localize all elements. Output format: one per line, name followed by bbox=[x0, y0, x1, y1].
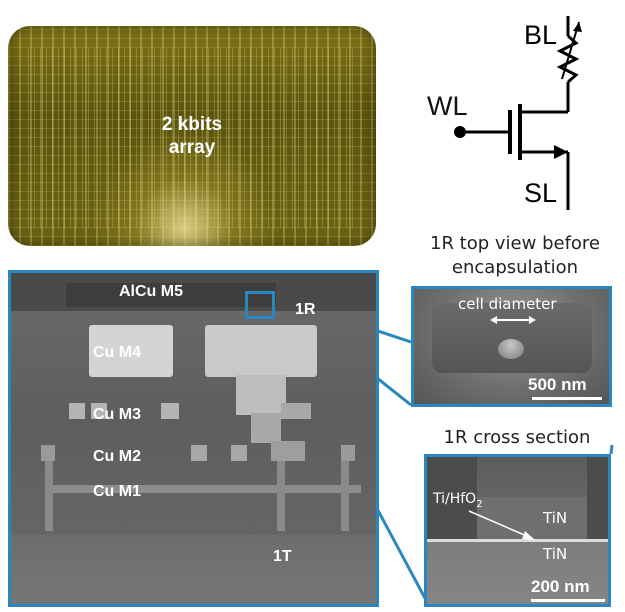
m3-block-4 bbox=[281, 403, 311, 419]
layer-m1-label: Cu M1 bbox=[93, 483, 141, 500]
m5-region bbox=[66, 283, 276, 307]
cross-section-scale-bar bbox=[531, 599, 605, 602]
resistor-pillar bbox=[498, 339, 524, 359]
sourceline-label: SL bbox=[524, 178, 557, 208]
variable-resistor-arrowhead bbox=[573, 22, 582, 32]
array-label: 2 kbits array bbox=[161, 114, 223, 158]
layer-m2-label: Cu M2 bbox=[93, 448, 141, 465]
layer-m4-label: Cu M4 bbox=[93, 344, 141, 361]
substrate bbox=[11, 535, 376, 604]
bottom-electrode-label: TiN bbox=[543, 545, 568, 563]
variable-resistor-arrow bbox=[561, 21, 580, 80]
m2-block-1 bbox=[41, 445, 55, 461]
1t1r-schematic: BL WL SL bbox=[454, 16, 582, 210]
m4-block-left bbox=[89, 325, 173, 377]
via-stack-upper bbox=[236, 375, 286, 415]
resistor-symbol bbox=[556, 34, 580, 84]
source-arrowhead bbox=[554, 145, 568, 159]
sem-cross-section-image: AlCu M5 Cu M4 Cu M3 Cu M2 Cu M1 1R 1T bbox=[8, 270, 379, 607]
top-view-caption: 1R top view before encapsulation bbox=[430, 233, 600, 278]
resistor-highlight-box bbox=[245, 291, 275, 319]
m4-block-right bbox=[205, 325, 317, 377]
top-view-inset: cell diameter 500 nm bbox=[411, 286, 612, 407]
connector-cross-top-right bbox=[609, 444, 614, 455]
m3-block-1 bbox=[69, 403, 85, 419]
top-view-scale-bar bbox=[532, 397, 602, 400]
cross-section-caption: 1R cross section bbox=[443, 427, 591, 448]
resistor-label: 1R bbox=[295, 301, 316, 318]
array-chip-photo: 2 kbits array bbox=[8, 26, 376, 246]
top-electrode-layer bbox=[477, 497, 587, 537]
wordline-terminal bbox=[454, 126, 466, 138]
oxide-pointer-arrow bbox=[468, 510, 535, 540]
transistor-label: 1T bbox=[273, 548, 292, 565]
m2-block-2 bbox=[191, 445, 207, 461]
wordline-label-text: WL bbox=[427, 91, 468, 121]
m1-line bbox=[51, 485, 361, 493]
top-view-scale-label: 500 nm bbox=[528, 375, 587, 394]
cross-section-inset: Ti/HfO2 TiN TiN 200 nm bbox=[424, 454, 611, 607]
contact-1 bbox=[45, 461, 53, 531]
oxide-layer bbox=[427, 539, 608, 542]
bitline-label: BL bbox=[524, 20, 557, 50]
m2-block-3 bbox=[231, 445, 247, 461]
cross-section-scale-label: 200 nm bbox=[531, 577, 590, 596]
via-stack-lower bbox=[251, 413, 281, 443]
layer-m3-label: Cu M3 bbox=[93, 406, 141, 423]
contact-3 bbox=[341, 461, 349, 531]
layer-m5-label: AlCu M5 bbox=[119, 283, 183, 300]
cell-diameter-annotation: cell diameter bbox=[458, 295, 557, 313]
m3-block-2 bbox=[91, 403, 107, 419]
m2-block-5 bbox=[341, 445, 355, 461]
m3-block-3 bbox=[161, 403, 179, 419]
oxide-material-label: Ti/HfO2 bbox=[433, 491, 483, 510]
m2-block-4 bbox=[271, 441, 305, 461]
cell-diameter-arrow bbox=[490, 316, 536, 324]
contact-2 bbox=[277, 461, 285, 531]
top-view-well bbox=[432, 303, 592, 373]
bottom-electrode-layer bbox=[427, 542, 608, 604]
top-electrode-label: TiN bbox=[543, 509, 568, 527]
array-grid-texture bbox=[28, 48, 354, 228]
